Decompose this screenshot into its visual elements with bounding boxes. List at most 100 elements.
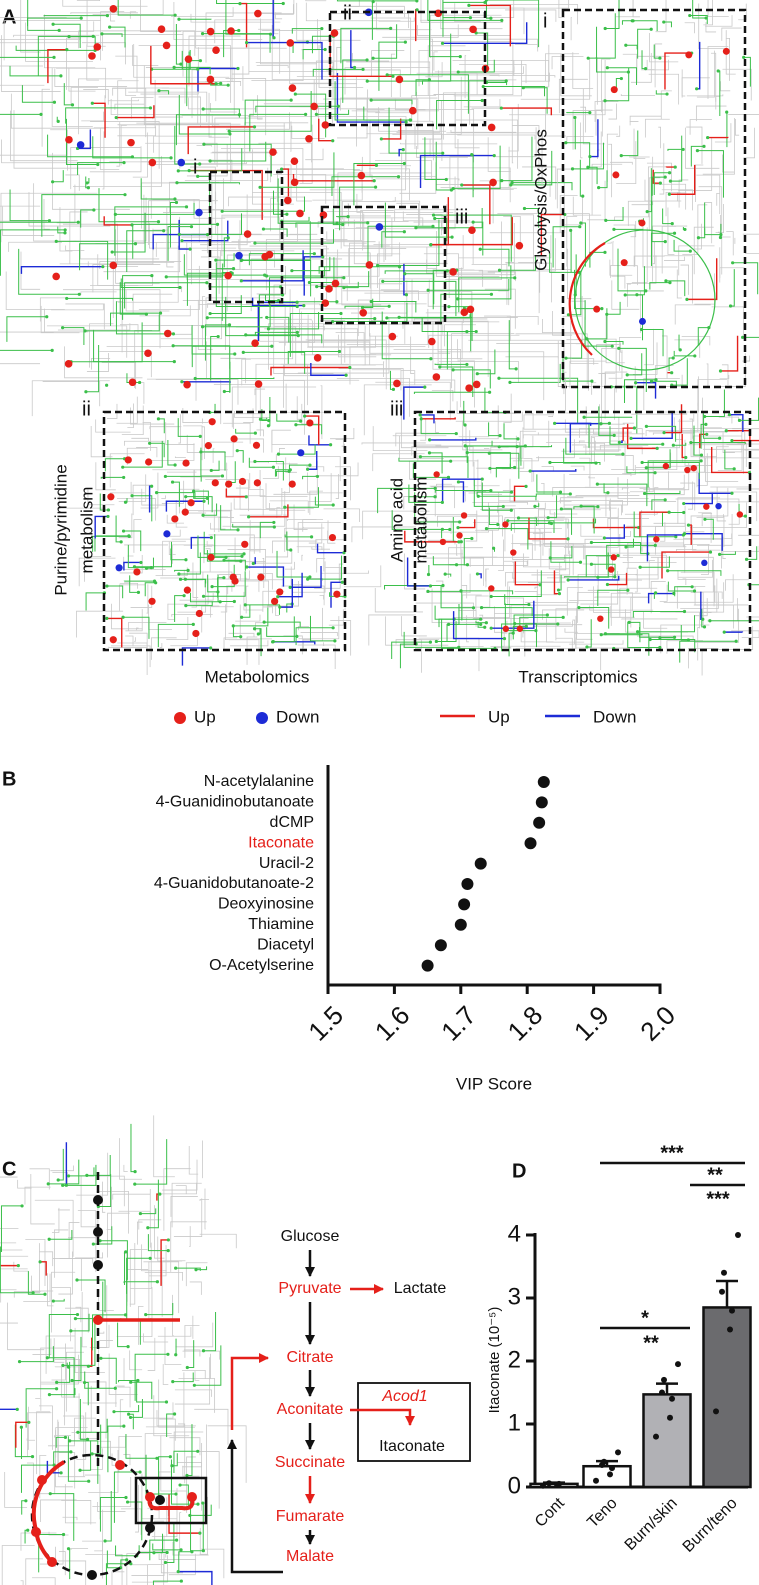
map-line: [161, 1260, 186, 1317]
map-line: [63, 83, 73, 106]
map-line: [251, 297, 304, 307]
map-line: [689, 15, 708, 24]
map-line: [415, 602, 474, 618]
map-node: [77, 292, 81, 296]
map-node: [428, 337, 436, 346]
map-line: [191, 572, 197, 608]
map-line: [721, 27, 742, 41]
map-line: [450, 235, 464, 269]
map-line: [501, 136, 533, 182]
map-node: [666, 569, 670, 573]
map-node: [148, 106, 153, 110]
map-node: [48, 1492, 52, 1496]
map-node: [266, 424, 271, 428]
map-line: [117, 1322, 129, 1348]
map-line: [47, 134, 133, 158]
map-line: [429, 452, 443, 474]
map-line: [425, 62, 443, 78]
map-node: [271, 640, 275, 644]
map-line: [397, 130, 434, 161]
map-line: [651, 499, 666, 511]
map-line: [129, 1350, 143, 1371]
map-node: [418, 413, 422, 417]
map-line: [27, 1412, 52, 1456]
map-line: [241, 221, 311, 261]
map-line: [203, 108, 240, 118]
map-line: [565, 518, 590, 544]
map-line: [1, 139, 84, 164]
map-line: [109, 161, 152, 219]
map-line: [187, 220, 241, 271]
map-node: [444, 177, 448, 182]
map-line: [216, 268, 234, 270]
map-line: [426, 516, 463, 522]
map-node: [402, 230, 406, 234]
map-node: [440, 41, 445, 45]
map-line: [742, 233, 759, 235]
map-node: [114, 115, 118, 120]
map-line: [463, 99, 501, 108]
map-line: [109, 453, 145, 488]
map-line: [337, 172, 432, 205]
map-line: [129, 575, 139, 593]
map-line: [442, 0, 471, 19]
map-line: [356, 193, 454, 213]
map-node: [231, 267, 236, 271]
map-node: [27, 1420, 31, 1424]
map-node: [672, 231, 677, 235]
y-tick-label: Diacetyl: [257, 936, 314, 953]
map-node: [128, 378, 137, 387]
map-line: [50, 1165, 74, 1172]
map-node: [329, 443, 333, 447]
map-node: [115, 564, 123, 572]
map-line: [97, 1296, 114, 1311]
map-line: [199, 1527, 208, 1555]
map-line: [216, 0, 284, 5]
map-line: [32, 1577, 56, 1585]
map-node: [492, 546, 496, 550]
map-node: [174, 1266, 178, 1270]
map-line: [90, 276, 153, 286]
map-node: [171, 332, 176, 336]
error-bar: [716, 1279, 738, 1308]
map-line: [19, 1346, 54, 1363]
map-node: [315, 474, 320, 479]
map-node: [515, 241, 524, 250]
map-line: [422, 100, 442, 140]
x-tick-label: Cont: [532, 1494, 568, 1530]
map-node: [130, 155, 135, 159]
map-node: [108, 25, 112, 29]
map-node: [484, 526, 489, 531]
map-line: [568, 575, 620, 581]
map-line: [707, 46, 729, 99]
map-node: [239, 279, 243, 283]
map-line: [735, 118, 740, 136]
map-line: [728, 114, 759, 115]
map-line: [295, 222, 368, 228]
map-line: [434, 66, 515, 73]
map-line: [268, 277, 344, 307]
map-node: [124, 456, 132, 464]
map-line: [225, 0, 271, 35]
map-node: [124, 1495, 128, 1500]
map-line: [86, 352, 109, 372]
map-line: [643, 328, 654, 366]
map-node: [513, 465, 517, 470]
map-node: [374, 163, 379, 167]
map-line: [615, 455, 634, 471]
map-line: [563, 448, 597, 464]
map-node: [599, 422, 603, 426]
map-line: [488, 507, 498, 525]
map-line: [15, 1421, 29, 1448]
map-line: [462, 441, 521, 461]
map-line: [230, 47, 287, 61]
map-node: [441, 151, 445, 155]
map-line: [434, 41, 514, 95]
dashed-box: [320, 205, 447, 325]
map-node: [471, 606, 476, 610]
map-line: [248, 457, 274, 468]
map-node: [133, 242, 138, 246]
map-node: [91, 1242, 95, 1246]
map-line: [530, 469, 577, 472]
